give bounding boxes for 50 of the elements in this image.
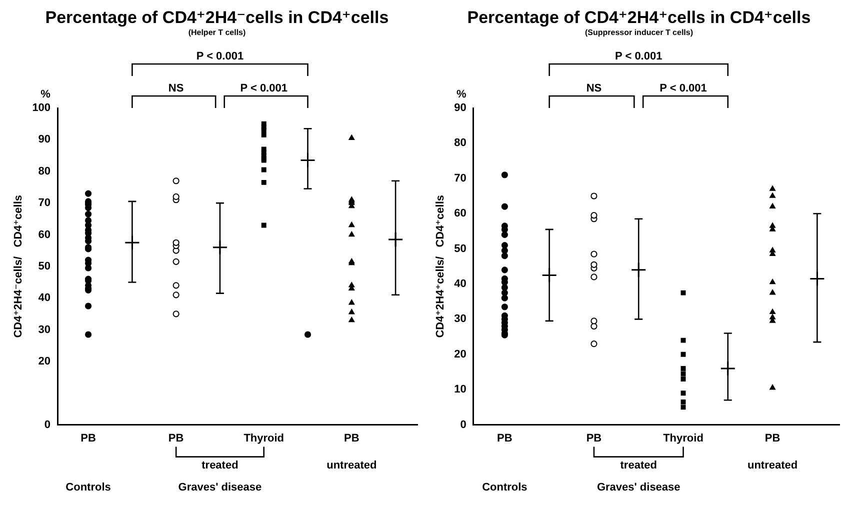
y-tick-label: 80	[454, 137, 466, 150]
y-tick-label: 0	[460, 418, 466, 431]
text: P < 0.001	[240, 82, 288, 95]
y-tick-label: 30	[38, 324, 51, 336]
y-tick-label: 80	[38, 165, 51, 178]
y-tick-label: 90	[38, 134, 51, 146]
y-tick-label: 40	[454, 278, 466, 290]
text: %	[456, 88, 467, 101]
y-tick-label: 90	[454, 102, 466, 114]
text: %	[40, 88, 51, 101]
text: untreated	[326, 459, 377, 472]
x-tick-label: PB	[168, 432, 184, 444]
y-tick-label: 70	[454, 172, 466, 184]
text: Controls	[482, 481, 528, 494]
x-tick-label: PB	[586, 432, 602, 444]
chart-subtitle: (Helper T cells)	[187, 28, 247, 38]
text: Graves' disease	[596, 481, 680, 494]
text: treated	[202, 459, 238, 472]
chart-title: Percentage of CD4⁺2H4⁻cells in CD4⁺cells	[44, 8, 390, 28]
y-tick-label: 20	[454, 348, 466, 360]
y-tick-label: 70	[38, 197, 51, 210]
y-axis-title: CD4⁺2H4⁻cells/ CD4⁺cells	[12, 195, 25, 338]
text: P < 0.001	[196, 50, 244, 63]
y-tick-label: 50	[454, 242, 466, 255]
x-tick-label: PB	[344, 432, 360, 444]
text: P < 0.001	[660, 82, 707, 95]
text: treated	[620, 459, 657, 472]
x-tick-label: PB	[80, 432, 96, 444]
y-axis-title: CD4⁺2H4⁺cells/ CD4⁺cells	[434, 195, 447, 338]
y-tick-label: 60	[454, 208, 466, 220]
y-tick-label: 100	[32, 102, 51, 114]
text: NS	[168, 82, 184, 95]
y-tick-label: 30	[454, 313, 466, 326]
x-tick-label: Thyroid	[244, 432, 284, 444]
y-tick-label: 60	[38, 228, 51, 241]
y-tick-label: 40	[38, 292, 51, 304]
chart-subtitle: (Suppressor inducer T cells)	[584, 28, 694, 38]
x-tick-label: Thyroid	[663, 432, 704, 444]
x-tick-label: PB	[764, 432, 780, 444]
text: untreated	[747, 459, 798, 472]
text: Graves' disease	[178, 481, 262, 494]
y-tick-label: 0	[44, 418, 51, 431]
text: Controls	[66, 481, 111, 494]
y-tick-label: 20	[38, 355, 51, 368]
y-tick-label: 50	[38, 260, 51, 272]
text: P < 0.001	[615, 50, 662, 63]
chart-title: Percentage of CD4⁺2H4⁺cells in CD4⁺cells	[466, 8, 812, 28]
x-tick-label: PB	[497, 432, 512, 444]
y-tick-label: 10	[454, 384, 466, 396]
text: NS	[586, 82, 602, 95]
